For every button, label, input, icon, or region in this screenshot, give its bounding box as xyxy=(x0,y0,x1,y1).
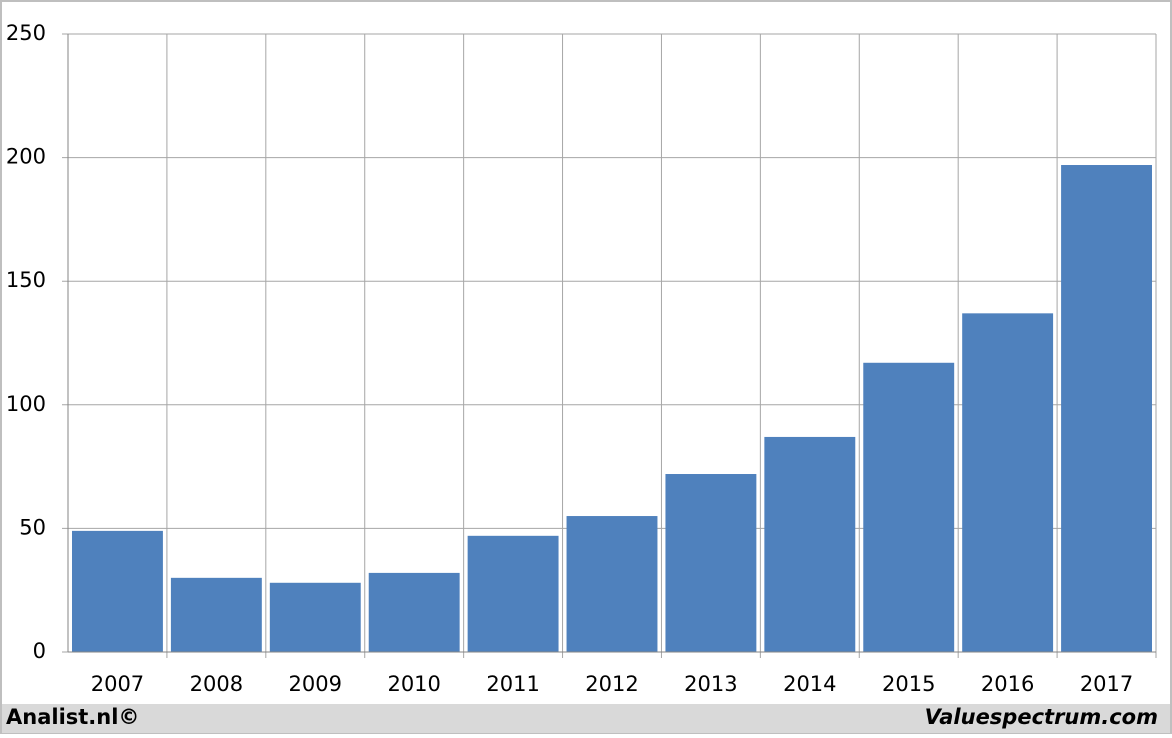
y-tick-label: 100 xyxy=(6,392,46,416)
x-tick-label: 2008 xyxy=(190,672,243,696)
bar xyxy=(962,313,1054,652)
x-tick-label: 2015 xyxy=(882,672,935,696)
bar xyxy=(764,436,856,652)
bar xyxy=(1061,165,1152,653)
bar xyxy=(368,572,460,652)
y-tick-label: 250 xyxy=(6,21,46,45)
x-tick-label: 2016 xyxy=(981,672,1034,696)
x-tick-label: 2012 xyxy=(585,672,638,696)
bar xyxy=(566,516,658,652)
y-tick-label: 150 xyxy=(6,268,46,292)
x-tick-label: 2011 xyxy=(486,672,539,696)
x-tick-label: 2017 xyxy=(1080,672,1133,696)
bar xyxy=(863,362,955,652)
y-tick-label: 0 xyxy=(33,639,46,663)
x-tick-label: 2014 xyxy=(783,672,836,696)
bar xyxy=(467,535,559,652)
y-tick-label: 200 xyxy=(6,145,46,169)
bar xyxy=(170,577,262,652)
footer-left: Analist.nl© xyxy=(6,705,139,729)
x-tick-label: 2013 xyxy=(684,672,737,696)
x-tick-label: 2010 xyxy=(387,672,440,696)
x-tick-label: 2007 xyxy=(91,672,144,696)
bar xyxy=(269,582,361,652)
bar xyxy=(665,474,757,652)
y-tick-label: 50 xyxy=(19,515,46,539)
footer-right: Valuespectrum.com xyxy=(925,705,1158,729)
bar xyxy=(72,530,163,652)
x-tick-label: 2009 xyxy=(289,672,342,696)
footer-bar xyxy=(2,704,1170,733)
